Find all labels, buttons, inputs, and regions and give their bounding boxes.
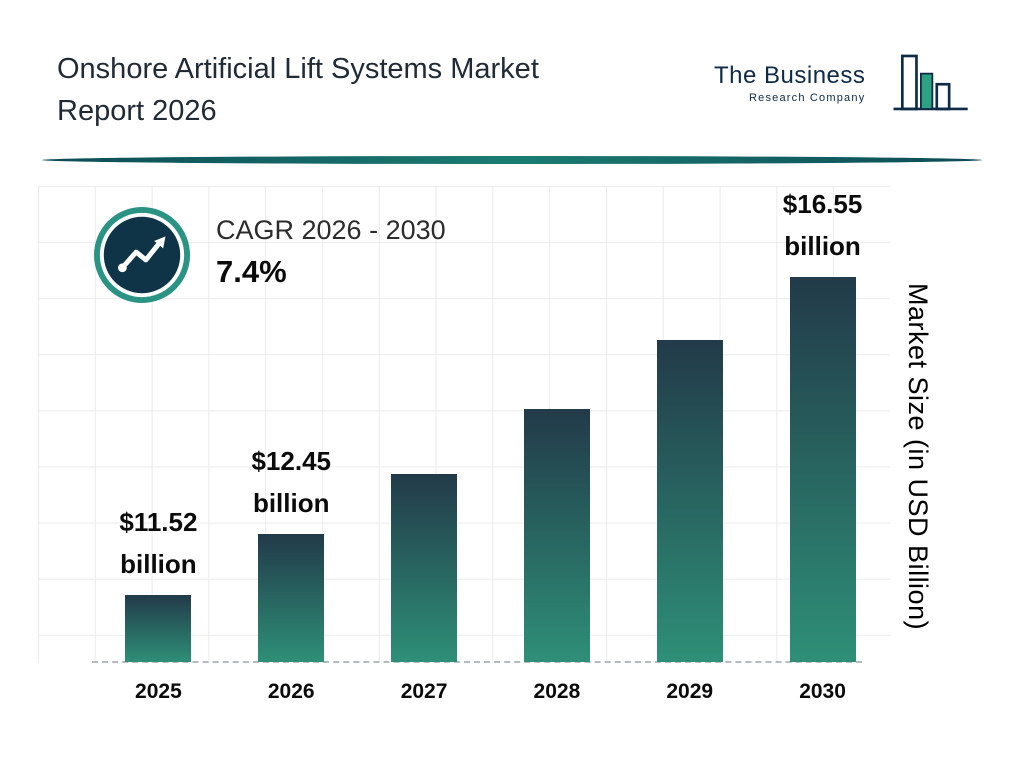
header-divider: [40, 153, 985, 167]
x-tick-2030: 2030: [799, 680, 846, 703]
page-title-line2: Report 2026: [57, 95, 217, 127]
x-axis-baseline: [92, 661, 862, 663]
cagr-badge: CAGR 2026 - 2030 7.4%: [93, 206, 446, 304]
cagr-texts: CAGR 2026 - 2030 7.4%: [216, 215, 446, 290]
bar-value-label-line: $16.55: [782, 189, 863, 219]
bar-column-2029: [623, 184, 756, 662]
page-title: Onshore Artificial Lift Systems Market R…: [57, 48, 539, 132]
bar-value-label-line: billion: [120, 548, 197, 579]
x-tick-2027: 2027: [400, 680, 448, 703]
bar-2028: [523, 409, 590, 662]
y-axis-label: Market Size (in USD Billion): [903, 283, 933, 631]
bar-2027: [391, 474, 458, 662]
x-axis: 2025 2026 2027 2028 2029 2030: [92, 680, 889, 704]
logo-bars-icon: [867, 48, 973, 129]
bar-column-2026: $12.45 billion: [225, 184, 358, 662]
trend-arrow-icon: [93, 206, 191, 304]
page-title-line1: Onshore Artificial Lift Systems Market: [57, 53, 539, 85]
bar-value-label-2025: $11.52 billion: [119, 502, 197, 585]
logo-subtitle: Research Company: [748, 92, 866, 104]
bar-column-2028: [490, 184, 623, 662]
cagr-value: 7.4%: [216, 253, 287, 289]
x-tick-2029: 2029: [666, 680, 714, 703]
company-logo: The Business Research Company: [714, 48, 973, 129]
bar-value-label-line: billion: [784, 230, 861, 261]
bar-column-2027: [358, 184, 491, 662]
x-tick-2025: 2025: [135, 680, 182, 703]
bar-value-label-2026: $12.45 billion: [251, 441, 331, 524]
bars-row: $11.52 billion $12.45 billion $16.55 billion: [92, 184, 889, 662]
bar-2029: [656, 339, 723, 662]
x-tick-2028: 2028: [533, 680, 581, 703]
bar-value-label-2030: $16.55 billion: [783, 184, 863, 267]
bar-2025: [125, 595, 192, 662]
bar-value-label-line: $11.52: [119, 507, 198, 538]
bar-value-label-line: billion: [252, 487, 330, 518]
x-tick-2026: 2026: [267, 680, 315, 703]
bar-2026: [258, 534, 325, 662]
bar-2030: [789, 277, 856, 662]
bar-value-label-line: $12.45: [251, 446, 331, 477]
bar-column-2025: $11.52 billion: [92, 184, 225, 662]
logo-text: The Business Research Company: [714, 62, 865, 104]
cagr-label: CAGR 2026 - 2030: [216, 214, 446, 245]
logo-name: The Business: [714, 62, 866, 89]
bar-column-2030: $16.55 billion: [756, 184, 889, 662]
chart-gridlines: [38, 186, 890, 663]
